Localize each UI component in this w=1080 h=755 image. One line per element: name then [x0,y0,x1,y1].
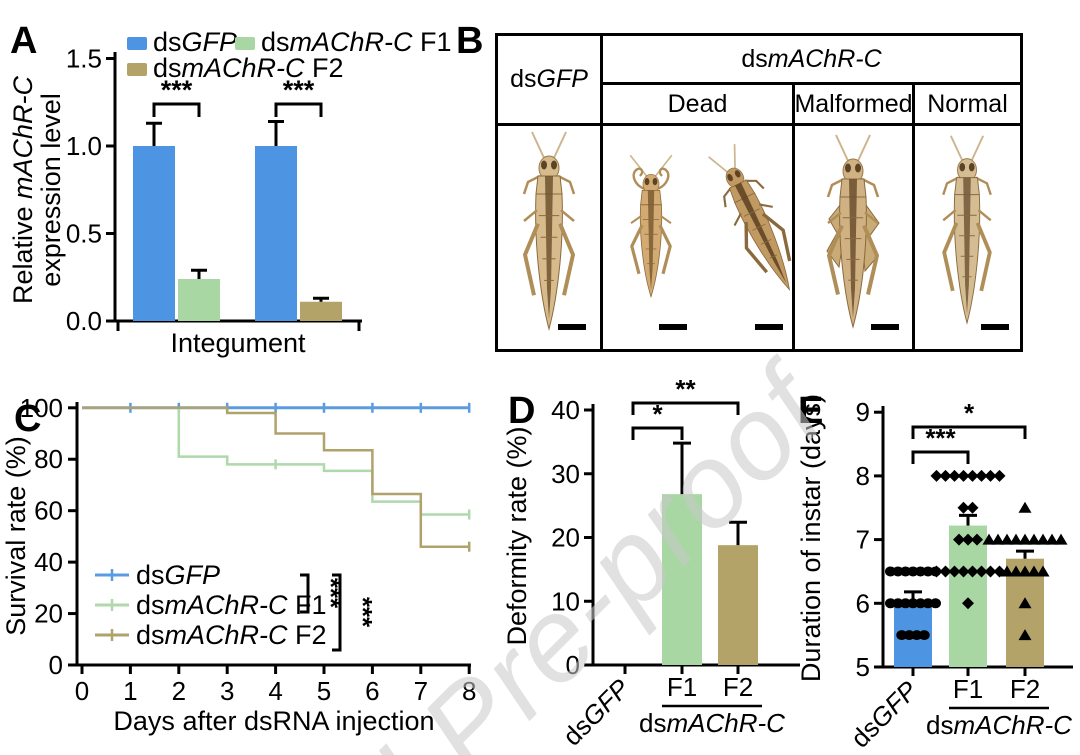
svg-text:1.5: 1.5 [66,44,102,74]
svg-text:dsGFP: dsGFP [845,675,924,754]
svg-text:F2: F2 [1010,674,1040,704]
svg-text:dsmAChR-C F2: dsmAChR-C F2 [153,53,344,83]
header-dsgfp: dsGFP [510,65,588,93]
table-divider [603,82,1020,85]
locust-photo-malformed [826,134,899,330]
svg-text:3: 3 [220,676,234,706]
svg-text:6: 6 [856,588,870,618]
svg-text:Relative mAChR-C: Relative mAChR-C [8,75,38,304]
svg-text:2: 2 [172,676,186,706]
svg-text:Duration of instar (days): Duration of instar (days) [796,394,826,682]
table-divider [912,82,915,349]
svg-text:7: 7 [856,525,870,555]
panel-b-label: B [456,20,484,62]
svg-text:dsmAChR-C F1: dsmAChR-C F1 [261,27,452,57]
locust-photo-dsgfp [522,131,586,331]
svg-text:Days after dsRNA injection: Days after dsRNA injection [113,706,434,736]
svg-text:F1: F1 [953,674,983,704]
svg-text:0: 0 [49,650,63,680]
svg-text:4: 4 [268,676,282,706]
svg-text:***: *** [161,75,193,105]
svg-text:dsmAChR-C F2: dsmAChR-C F2 [136,620,327,650]
svg-text:30: 30 [551,459,580,489]
svg-text:expression level: expression level [36,93,66,287]
table-divider [792,82,795,349]
header-dead: Dead [667,89,728,118]
svg-text:dsGFP: dsGFP [153,27,237,57]
svg-text:Deformity rate (%): Deformity rate (%) [502,426,532,645]
panel-c-label: C [14,398,42,440]
svg-text:dsmAChR-C: dsmAChR-C [926,710,1072,740]
panel-b-photo-table: dsGFP dsmAChR-C Dead Malformed Normal [495,33,1023,352]
svg-text:8: 8 [462,676,476,706]
svg-text:dsGFP: dsGFP [136,560,220,590]
svg-text:**: ** [675,378,696,404]
panel-e-label: E [798,390,824,432]
table-divider [498,123,1020,126]
svg-text:5: 5 [317,676,331,706]
svg-text:F1: F1 [667,672,697,702]
svg-text:*: * [964,398,975,428]
svg-text:9: 9 [856,397,870,427]
svg-text:1: 1 [123,676,137,706]
svg-text:40: 40 [34,547,63,577]
header-malformed: Malformed [794,89,913,118]
header-dsmachr-c: dsmAChR-C [741,44,882,73]
svg-text:0.0: 0.0 [66,306,102,336]
svg-text:F2: F2 [723,672,753,702]
svg-text:5: 5 [856,652,870,682]
svg-text:0: 0 [75,676,89,706]
svg-text:8: 8 [856,461,870,491]
locust-photo-normal [942,135,1009,330]
svg-text:dsGFP: dsGFP [557,673,636,752]
svg-text:40: 40 [551,395,580,425]
panel-d-label: D [508,390,536,432]
svg-text:dsmAChR-C: dsmAChR-C [639,708,785,738]
svg-text:80: 80 [34,444,63,474]
panel-e-bar-scatter-chart: 5 6 7 8 9 Duration of instar (days) dsGFP F1 F2 d… [796,394,1073,754]
svg-text:0.5: 0.5 [66,219,102,249]
svg-text:7: 7 [414,676,428,706]
panel-a-label: A [10,20,38,62]
svg-text:1.0: 1.0 [66,131,102,161]
svg-text:Integument: Integument [170,328,306,358]
svg-text:dsmAChR-C F1: dsmAChR-C F1 [136,590,327,620]
svg-text:10: 10 [551,586,580,616]
header-normal: Normal [927,89,1008,118]
svg-text:***: *** [283,75,315,105]
svg-text:20: 20 [34,599,63,629]
panel-c-survival-chart: 0 20 40 60 80 100 0 1 2 3 4 5 6 7 8 Survival rate (%) Da… [1,393,476,736]
svg-text:60: 60 [34,496,63,526]
svg-text:Survival rate (%): Survival rate (%) [1,436,31,636]
svg-text:***: *** [348,597,378,628]
svg-text:20: 20 [551,523,580,553]
locust-photo-dead [629,144,792,330]
table-divider [600,36,603,349]
svg-text:0: 0 [566,650,580,680]
svg-text:6: 6 [365,676,379,706]
svg-text:*: * [652,399,663,429]
svg-text:100: 100 [20,393,63,423]
panel-d-bar-chart: 0 10 20 30 40 Deformity rate (%) dsGFP F1 F2 dsmA… [502,378,800,752]
